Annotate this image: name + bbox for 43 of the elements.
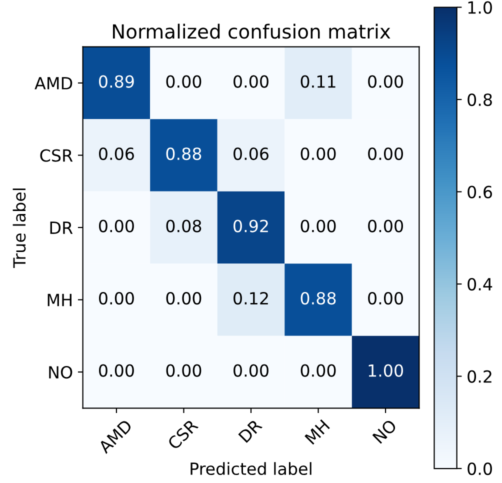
data-label: 0.00 bbox=[368, 147, 403, 160]
data-label: 0.00 bbox=[368, 292, 403, 305]
data-label: 0.92 bbox=[234, 220, 268, 232]
data-label: 0.00 bbox=[99, 292, 134, 305]
y-tick-label: CSR bbox=[40, 149, 73, 162]
data-label: 0.00 bbox=[166, 364, 202, 377]
data-label: 0.00 bbox=[234, 75, 268, 88]
data-label: 0.88 bbox=[300, 292, 336, 305]
color-bar-label: 1.0 bbox=[468, 1, 492, 14]
color-bar-label: 0.6 bbox=[468, 186, 492, 198]
data-label: 0.00 bbox=[300, 364, 336, 377]
x-tick-label: NO bbox=[372, 418, 398, 444]
color-bar-label: 0.2 bbox=[468, 370, 492, 383]
color-bar-label: 0.4 bbox=[468, 278, 492, 291]
data-label: 0.89 bbox=[99, 75, 134, 88]
data-label: 0.00 bbox=[368, 220, 403, 232]
x-tick-label: CSR bbox=[166, 418, 199, 450]
data-label: 0.00 bbox=[166, 292, 202, 305]
data-label: 0.00 bbox=[99, 364, 134, 377]
y-tick-label: MH bbox=[48, 294, 72, 306]
y-tick-label: DR bbox=[50, 222, 73, 234]
data-label: 0.00 bbox=[300, 220, 336, 232]
y-axis-title: True label bbox=[12, 188, 26, 268]
data-label: 0.11 bbox=[300, 75, 336, 88]
x-tick-label: DR bbox=[238, 418, 263, 443]
y-tick-label: NO bbox=[49, 366, 72, 379]
x-axis-title: Predicted label bbox=[190, 462, 312, 476]
data-label: 0.06 bbox=[234, 147, 269, 160]
data-label: 0.00 bbox=[234, 364, 268, 377]
data-label: 0.00 bbox=[368, 75, 403, 88]
data-label: 0.06 bbox=[99, 147, 134, 160]
color-bar-label: 0.0 bbox=[468, 462, 492, 476]
data-label: 1.00 bbox=[368, 364, 403, 377]
data-label: 0.88 bbox=[166, 147, 202, 160]
data-label: 0.12 bbox=[234, 292, 268, 305]
data-label: 0.00 bbox=[166, 75, 202, 88]
color-bar-label: 0.8 bbox=[468, 93, 492, 106]
data-label: 0.00 bbox=[300, 147, 336, 160]
x-tick-label: MH bbox=[304, 419, 330, 445]
y-tick-label: AMD bbox=[34, 77, 72, 90]
data-label: 0.00 bbox=[99, 220, 134, 232]
chart-title: Normalized confusion matrix bbox=[112, 24, 390, 39]
data-label: 0.08 bbox=[166, 220, 202, 232]
